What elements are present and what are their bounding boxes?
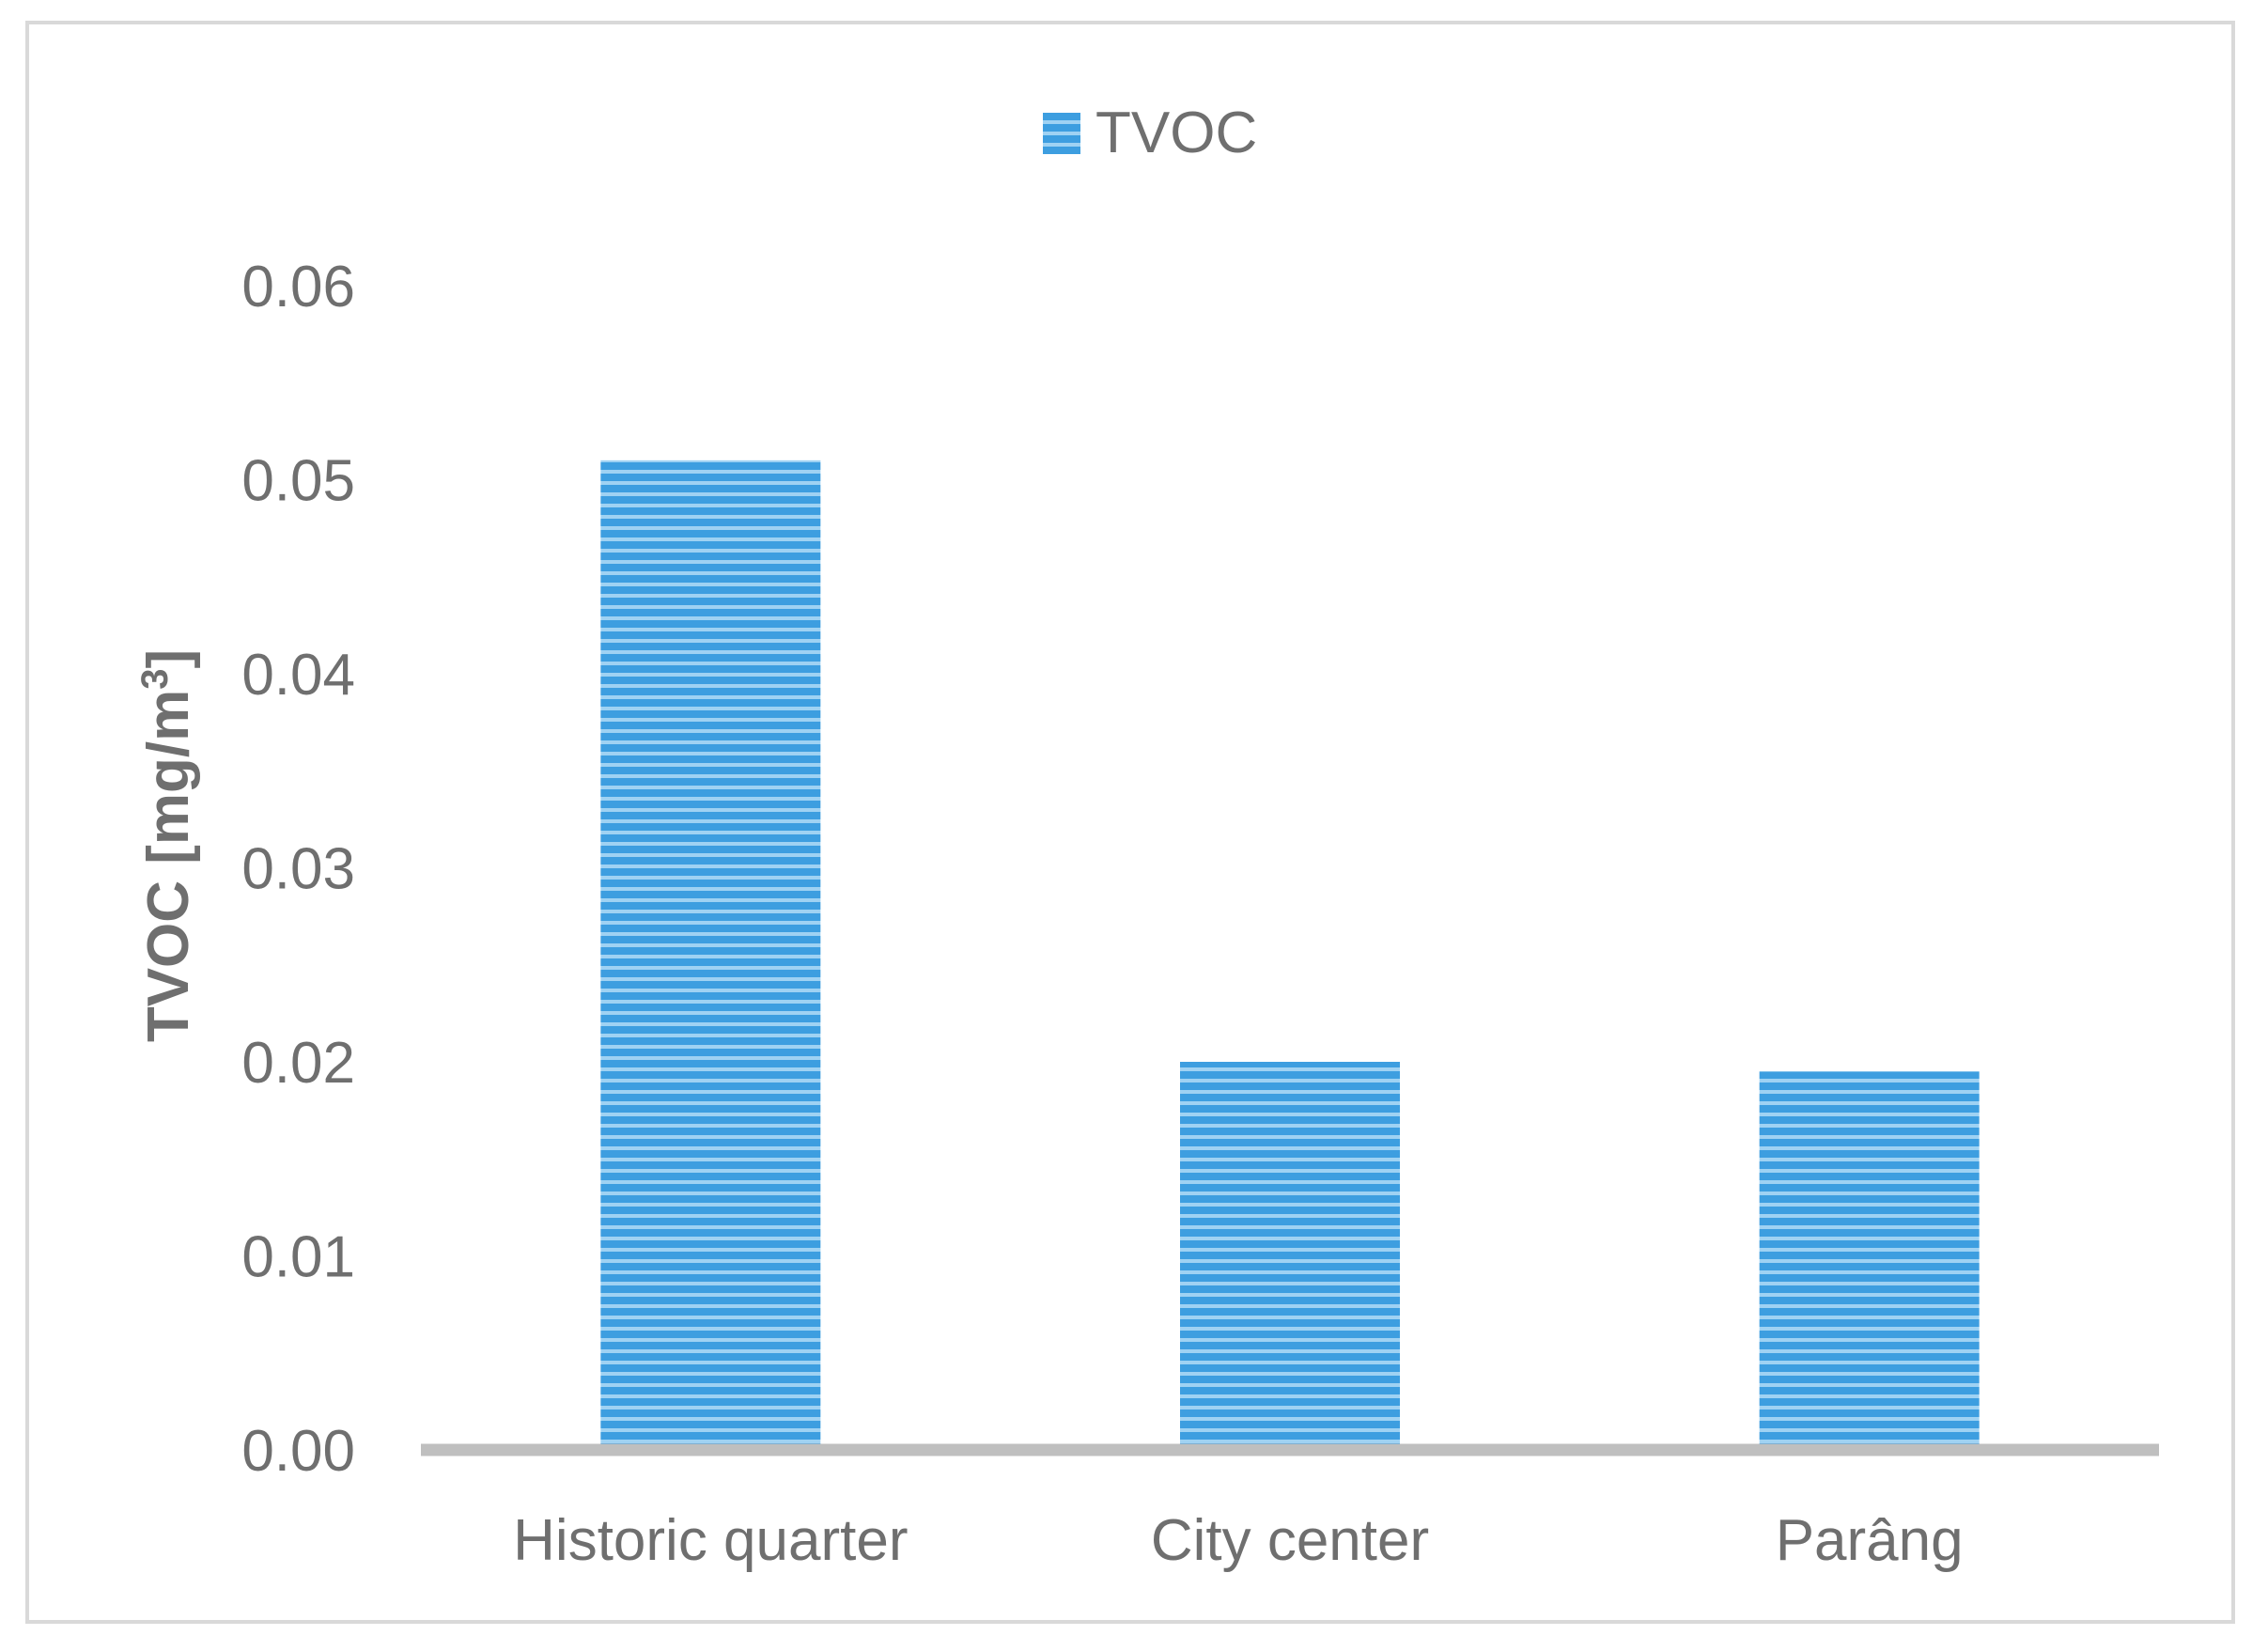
y-tick-label: 0.01 xyxy=(241,1225,355,1290)
y-axis-title: TVOC [mg/m3] xyxy=(134,649,201,1042)
y-tick-label: 0.00 xyxy=(241,1419,355,1484)
legend-label: TVOC xyxy=(1095,101,1257,165)
y-tick-label: 0.06 xyxy=(241,255,355,319)
y-tick-label: 0.02 xyxy=(241,1031,355,1096)
bar xyxy=(600,459,821,1451)
legend-swatch xyxy=(1043,113,1080,154)
bars xyxy=(600,459,1980,1451)
bar xyxy=(1759,1071,1980,1450)
x-category-label: Parâng xyxy=(1776,1508,1964,1573)
x-category-label: City center xyxy=(1151,1508,1429,1573)
y-axis-ticks: 0.00 0.01 0.02 0.03 0.04 0.05 0.06 xyxy=(241,255,355,1484)
x-category-label: Historic quarter xyxy=(513,1508,908,1573)
legend: TVOC xyxy=(1043,101,1257,165)
y-tick-label: 0.04 xyxy=(241,643,355,708)
y-tick-label: 0.03 xyxy=(241,837,355,902)
bar xyxy=(1180,1062,1400,1450)
y-tick-label: 0.05 xyxy=(241,449,355,514)
x-axis-categories: Historic quarter City center Parâng xyxy=(513,1508,1963,1573)
